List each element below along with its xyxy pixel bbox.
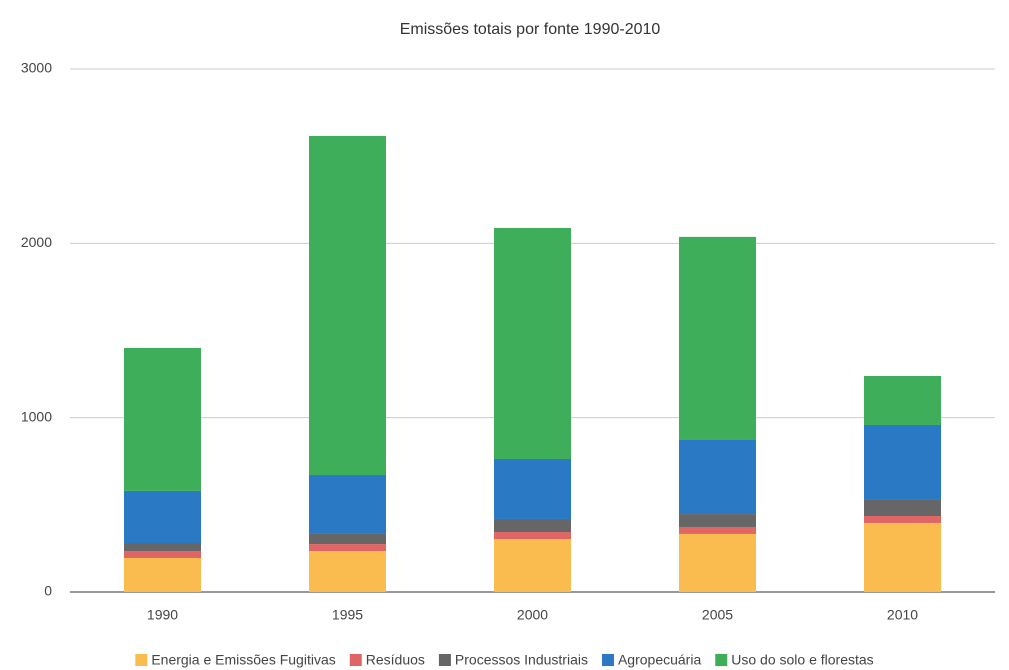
legend-swatch — [438, 654, 451, 666]
x-tick-label: 2000 — [517, 607, 548, 623]
bar-segment — [494, 532, 571, 540]
bar-segment — [679, 439, 756, 515]
bar-segment — [494, 518, 571, 533]
bar-segment — [679, 533, 756, 592]
bar-segment — [494, 227, 571, 459]
bar-segment — [124, 543, 201, 552]
bar-segment — [864, 499, 941, 516]
legend-label: Uso do solo e florestas — [731, 652, 873, 668]
bar-segment — [679, 526, 756, 534]
bar-segment — [309, 475, 386, 534]
x-tick-label: 1990 — [147, 607, 178, 623]
y-tick-label: 1000 — [21, 408, 52, 424]
chart-title: Emissões totais por fonte 1990-2010 — [400, 21, 661, 38]
bar-segment — [124, 347, 201, 491]
bar-segment — [864, 424, 941, 500]
y-tick-label: 0 — [44, 583, 52, 599]
bar-segment — [124, 490, 201, 544]
bar-segment — [309, 135, 386, 476]
legend-label: Processos Industriais — [455, 652, 588, 668]
legend-swatch — [715, 654, 728, 666]
bar-segment — [124, 551, 201, 559]
bar-segment — [309, 533, 386, 545]
bar-segment — [309, 551, 386, 592]
legend-label: Agropecuária — [618, 652, 701, 668]
legend-label: Energia e Emissões Fugitivas — [151, 652, 335, 668]
bar-segment — [864, 515, 941, 523]
bar-segment — [679, 236, 756, 440]
y-tick-label: 3000 — [21, 60, 52, 76]
x-tick-label: 1995 — [332, 607, 363, 623]
x-tick-label: 2005 — [702, 607, 733, 623]
y-tick-label: 2000 — [21, 234, 52, 250]
bar-segment — [864, 376, 941, 425]
legend-swatch — [601, 654, 614, 666]
bar-segment — [309, 544, 386, 552]
legend-swatch — [135, 654, 148, 666]
bar-segment — [494, 539, 571, 592]
bar-segment — [679, 514, 756, 527]
bar-segment — [864, 522, 941, 592]
legend-swatch — [349, 654, 362, 666]
bar-segment — [494, 458, 571, 519]
bar-segment — [124, 558, 201, 592]
x-tick-label: 2010 — [887, 607, 918, 623]
legend-label: Resíduos — [366, 652, 425, 668]
